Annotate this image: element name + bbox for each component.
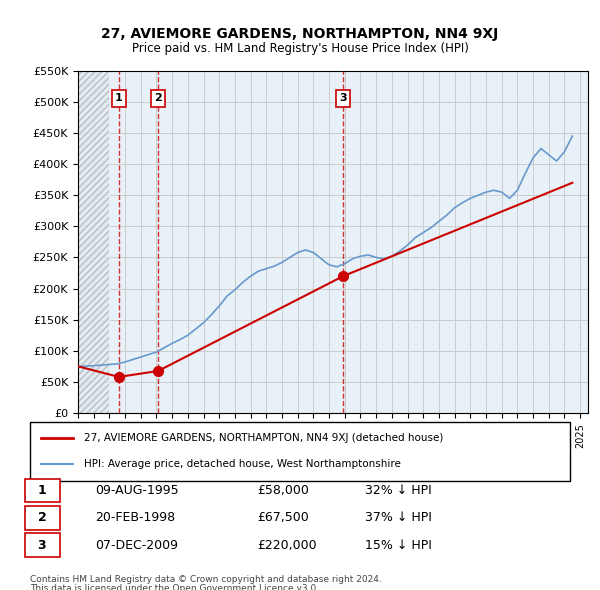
Text: 27, AVIEMORE GARDENS, NORTHAMPTON, NN4 9XJ (detached house): 27, AVIEMORE GARDENS, NORTHAMPTON, NN4 9…	[84, 434, 443, 443]
Text: 1: 1	[115, 93, 122, 103]
FancyBboxPatch shape	[25, 533, 60, 557]
Text: 2: 2	[38, 512, 46, 525]
FancyBboxPatch shape	[25, 506, 60, 530]
Bar	[78, 71, 109, 413]
Text: 3: 3	[38, 539, 46, 552]
Text: Price paid vs. HM Land Registry's House Price Index (HPI): Price paid vs. HM Land Registry's House …	[131, 42, 469, 55]
Text: 1: 1	[38, 484, 46, 497]
Bar	[78, 71, 109, 413]
FancyBboxPatch shape	[25, 478, 60, 503]
FancyBboxPatch shape	[30, 422, 570, 481]
Text: Contains HM Land Registry data © Crown copyright and database right 2024.: Contains HM Land Registry data © Crown c…	[30, 575, 382, 584]
Text: £58,000: £58,000	[257, 484, 308, 497]
Text: This data is licensed under the Open Government Licence v3.0.: This data is licensed under the Open Gov…	[30, 584, 319, 590]
Text: 15% ↓ HPI: 15% ↓ HPI	[365, 539, 431, 552]
Text: £67,500: £67,500	[257, 512, 308, 525]
Text: 3: 3	[340, 93, 347, 103]
Text: 09-AUG-1995: 09-AUG-1995	[95, 484, 178, 497]
Text: 07-DEC-2009: 07-DEC-2009	[95, 539, 178, 552]
Text: 2: 2	[154, 93, 162, 103]
Text: 20-FEB-1998: 20-FEB-1998	[95, 512, 175, 525]
Text: 32% ↓ HPI: 32% ↓ HPI	[365, 484, 431, 497]
Text: 37% ↓ HPI: 37% ↓ HPI	[365, 512, 431, 525]
Text: 27, AVIEMORE GARDENS, NORTHAMPTON, NN4 9XJ: 27, AVIEMORE GARDENS, NORTHAMPTON, NN4 9…	[101, 27, 499, 41]
Text: HPI: Average price, detached house, West Northamptonshire: HPI: Average price, detached house, West…	[84, 460, 401, 469]
Text: £220,000: £220,000	[257, 539, 316, 552]
